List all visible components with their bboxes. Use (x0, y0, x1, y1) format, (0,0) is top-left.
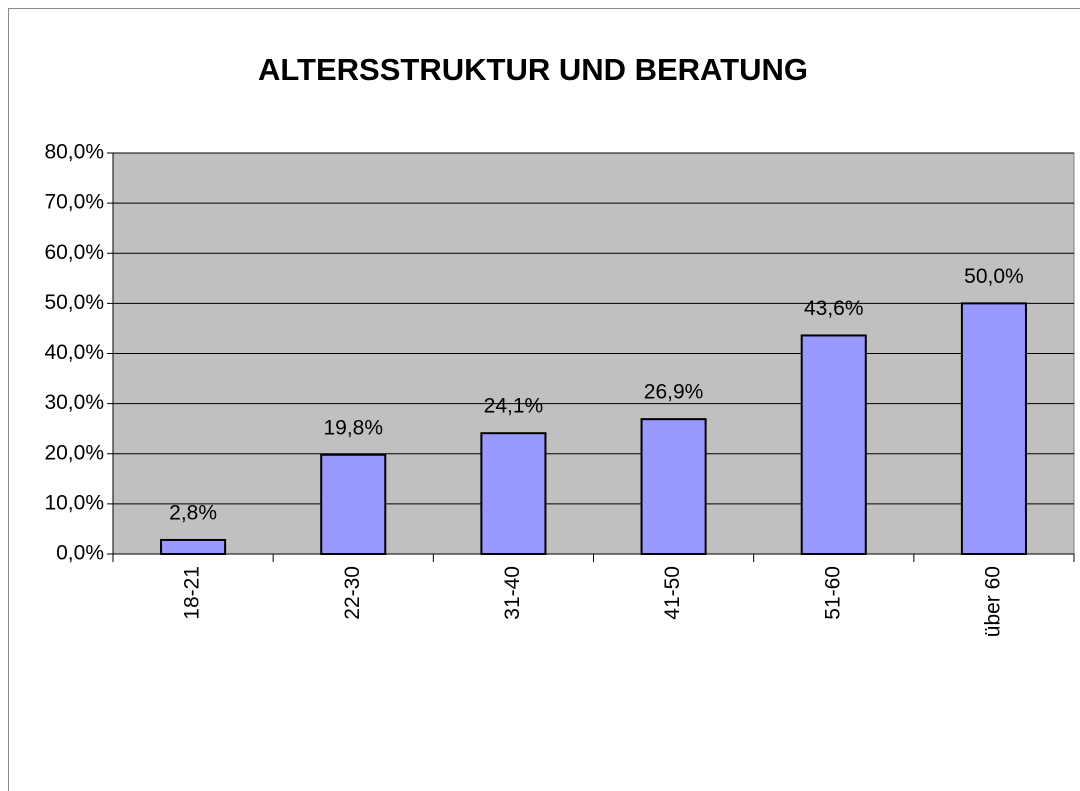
bar (480, 432, 547, 556)
x-tick-label: 31-40 (501, 566, 524, 620)
chart-title: ALTERSSTRUKTUR UND BERATUNG (258, 52, 808, 87)
x-tick-label: über 60 (981, 566, 1004, 637)
y-tick-label: 20,0% (44, 441, 104, 464)
x-tick-label: 18-21 (181, 566, 204, 620)
value-label: 50,0% (964, 265, 1024, 288)
value-label: 19,8% (323, 416, 383, 439)
y-tick-label: 10,0% (44, 491, 104, 514)
y-tick-label: 30,0% (44, 391, 104, 414)
bar (320, 453, 387, 555)
y-tick-label: 40,0% (44, 341, 104, 364)
value-label: 24,1% (484, 395, 544, 418)
y-tick-label: 0,0% (56, 542, 104, 565)
bar (160, 538, 227, 556)
bar (640, 418, 707, 555)
y-tick-label: 50,0% (44, 291, 104, 314)
y-tick-label: 70,0% (44, 191, 104, 214)
value-label: 26,9% (644, 381, 704, 404)
y-tick-label: 60,0% (44, 241, 104, 264)
value-label: 2,8% (169, 502, 217, 525)
x-tick-label: 51-60 (821, 566, 844, 620)
y-tick-label: 80,0% (44, 141, 104, 164)
bar (800, 334, 867, 555)
bar (960, 302, 1027, 555)
x-tick-label: 22-30 (341, 566, 364, 620)
x-tick-label: 41-50 (661, 566, 684, 620)
value-label: 43,6% (804, 297, 864, 320)
